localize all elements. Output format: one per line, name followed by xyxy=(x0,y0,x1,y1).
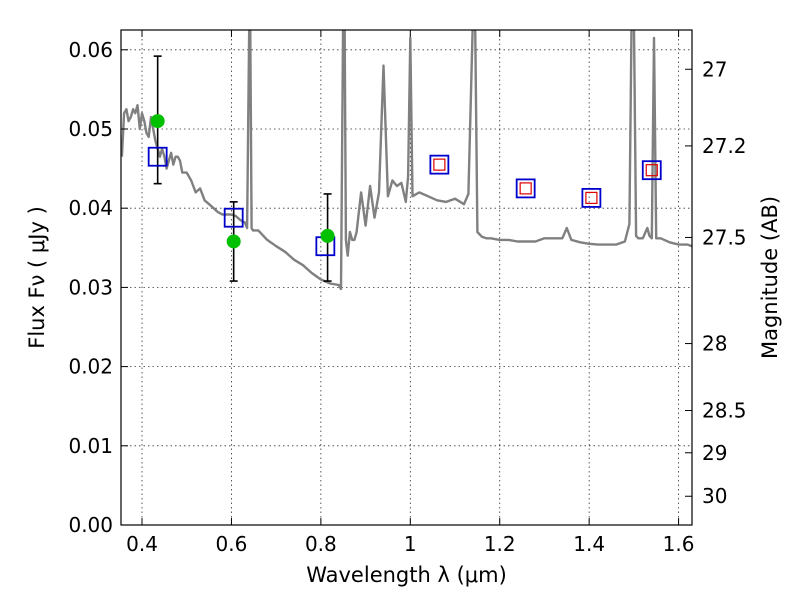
x-tick-label: 1.6 xyxy=(663,532,695,556)
mag-tick-label: 27.5 xyxy=(702,225,747,249)
y-tick-label: 0.00 xyxy=(68,513,113,537)
plot-frame xyxy=(120,29,693,526)
observed-point xyxy=(226,234,241,249)
y2-axis-label: Magnitude (AB) xyxy=(758,196,782,359)
observed-point xyxy=(150,114,165,129)
y-tick-label: 0.06 xyxy=(68,38,113,62)
x-tick-label: 0.6 xyxy=(216,532,248,556)
y-tick-label: 0.03 xyxy=(68,275,113,299)
y-axis-label: Flux Fν ( μJy ) xyxy=(25,206,49,349)
mag-tick-label: 27 xyxy=(702,57,727,81)
y-tick-label: 0.01 xyxy=(68,434,113,458)
markers xyxy=(147,114,662,257)
model-band-inner xyxy=(645,164,658,177)
model-band-inner xyxy=(519,182,532,195)
model-band-inner xyxy=(585,191,598,205)
model-band-inner xyxy=(433,158,446,171)
model-band-box xyxy=(223,207,244,228)
y-tick-label: 0.04 xyxy=(68,196,113,220)
mag-tick-label: 28.5 xyxy=(702,399,747,423)
observed-point xyxy=(320,228,335,243)
mag-tick-label: 29 xyxy=(702,441,727,465)
x-tick-label: 1 xyxy=(404,532,417,556)
mag-tick-label: 28 xyxy=(702,332,727,356)
sed-line xyxy=(121,30,692,291)
model-band-box xyxy=(429,154,450,175)
model-band-box xyxy=(147,146,168,167)
ticks: 0.4 0.6 0.8 1 1.2 1.4 1.6 0.00 0.01 0.02 0.03 0.04 0… xyxy=(68,30,747,556)
grid xyxy=(121,30,692,526)
model-band-box xyxy=(641,160,662,181)
mag-tick-label: 27.2 xyxy=(702,134,747,158)
model-band-box xyxy=(581,188,602,208)
x-axis-label: Wavelength λ (μm) xyxy=(306,563,507,587)
x-tick-label: 1.4 xyxy=(573,532,605,556)
mag-tick-label: 30 xyxy=(702,484,727,508)
x-tick-label: 1.2 xyxy=(484,532,516,556)
x-tick-label: 0.8 xyxy=(305,532,337,556)
x-tick-label: 0.4 xyxy=(126,532,158,556)
y-tick-label: 0.05 xyxy=(68,117,113,141)
model-band-box xyxy=(515,178,536,199)
y-tick-label: 0.02 xyxy=(68,355,113,379)
sed-line-layer xyxy=(121,30,692,291)
